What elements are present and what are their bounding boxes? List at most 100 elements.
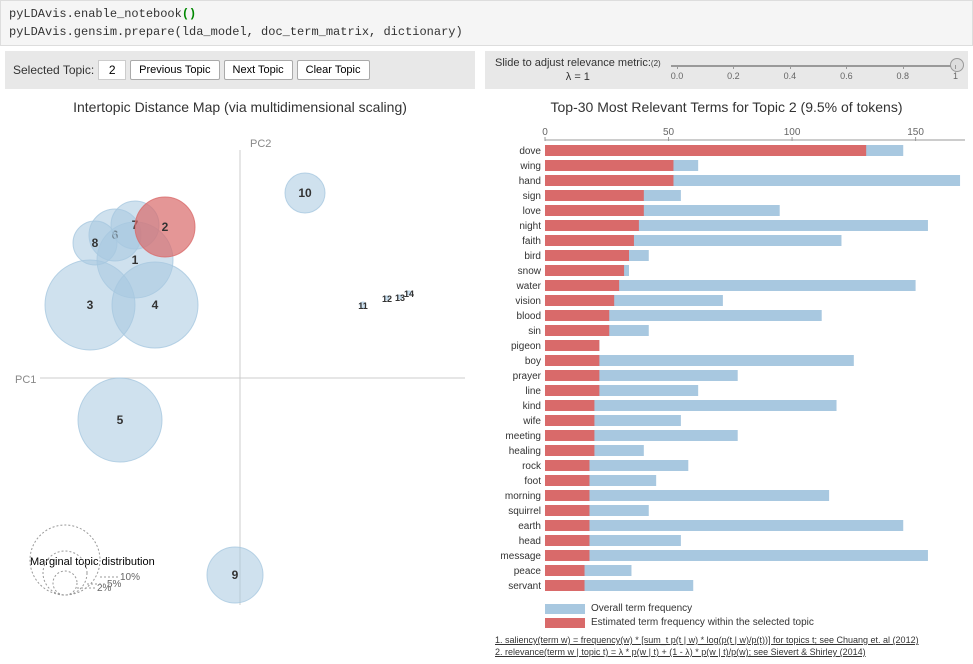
- footnote1: 1. saliency(term w) = frequency(w) * [su…: [495, 635, 968, 645]
- topic-controls: Selected Topic: Previous Topic Next Topi…: [5, 51, 475, 89]
- term-label[interactable]: hand: [519, 176, 541, 187]
- pc1-label: PC1: [15, 374, 36, 386]
- term-label[interactable]: head: [519, 536, 541, 547]
- xtick: 0: [542, 127, 548, 138]
- term-label[interactable]: peace: [514, 566, 542, 577]
- term-label[interactable]: blood: [517, 311, 541, 322]
- bar-topic[interactable]: [545, 370, 599, 381]
- selected-topic-label: Selected Topic:: [13, 63, 94, 77]
- bar-topic[interactable]: [545, 340, 599, 351]
- term-label[interactable]: message: [500, 551, 541, 562]
- bar-topic[interactable]: [545, 565, 585, 576]
- marginal-ring: [53, 571, 77, 595]
- slider-tick: 0.4: [784, 71, 797, 81]
- term-label[interactable]: meeting: [505, 431, 541, 442]
- bar-topic[interactable]: [545, 265, 624, 276]
- term-label[interactable]: dove: [519, 146, 541, 157]
- term-label[interactable]: servant: [508, 581, 541, 592]
- legend-swatch-topic: [545, 618, 585, 628]
- topic-bubble-label-14: 14: [404, 289, 414, 299]
- marginal-pct: 10%: [120, 572, 140, 583]
- slider-tick: 0.6: [840, 71, 853, 81]
- bar-topic[interactable]: [545, 505, 589, 516]
- bar-topic[interactable]: [545, 535, 589, 546]
- term-label[interactable]: boy: [525, 356, 541, 367]
- term-label[interactable]: night: [519, 221, 541, 232]
- term-label[interactable]: squirrel: [508, 506, 541, 517]
- topic-bubble-label-1: 1: [132, 253, 139, 267]
- xtick: 50: [663, 127, 675, 138]
- term-label[interactable]: snow: [518, 266, 542, 277]
- term-label[interactable]: kind: [523, 401, 541, 412]
- bar-topic[interactable]: [545, 430, 594, 441]
- next-topic-button[interactable]: Next Topic: [224, 60, 293, 80]
- bar-topic[interactable]: [545, 580, 585, 591]
- intertopic-map[interactable]: PC2 PC1 1346872591011121314 Marginal top…: [5, 125, 475, 615]
- relevance-slider[interactable]: 0.00.20.40.60.81: [671, 59, 958, 81]
- bar-topic[interactable]: [545, 355, 599, 366]
- topic-bubble-label-3: 3: [87, 298, 94, 312]
- bar-overall[interactable]: [545, 520, 903, 531]
- selected-topic-input[interactable]: [98, 60, 126, 80]
- bar-topic[interactable]: [545, 160, 673, 171]
- term-label[interactable]: sign: [523, 191, 541, 202]
- term-label[interactable]: prayer: [513, 371, 542, 382]
- bar-topic[interactable]: [545, 490, 589, 501]
- clear-topic-button[interactable]: Clear Topic: [297, 60, 370, 80]
- bar-topic[interactable]: [545, 475, 589, 486]
- slider-tick: 0.2: [727, 71, 740, 81]
- bar-topic[interactable]: [545, 460, 589, 471]
- term-label[interactable]: water: [516, 281, 542, 292]
- bar-topic[interactable]: [545, 220, 639, 231]
- topic-bubble-label-9: 9: [232, 568, 239, 582]
- bar-topic[interactable]: [545, 550, 589, 561]
- term-label[interactable]: pigeon: [511, 341, 541, 352]
- terms-title: Top-30 Most Relevant Terms for Topic 2 (…: [485, 89, 968, 125]
- slider-tick: 1: [953, 71, 958, 81]
- term-label[interactable]: rock: [522, 461, 542, 472]
- term-label[interactable]: wife: [522, 416, 541, 427]
- term-label[interactable]: love: [523, 206, 542, 217]
- term-label[interactable]: line: [525, 386, 541, 397]
- bar-topic[interactable]: [545, 295, 614, 306]
- terms-chart[interactable]: 0 50 100 150 dove wing hand sign love night faith…: [485, 125, 973, 600]
- bar-topic[interactable]: [545, 445, 594, 456]
- bar-topic[interactable]: [545, 415, 594, 426]
- term-label[interactable]: bird: [524, 251, 541, 262]
- term-label[interactable]: morning: [505, 491, 541, 502]
- bar-topic[interactable]: [545, 385, 599, 396]
- bar-topic[interactable]: [545, 310, 609, 321]
- term-label[interactable]: earth: [518, 521, 541, 532]
- topic-bubble-label-8: 8: [92, 236, 99, 250]
- xtick: 100: [784, 127, 801, 138]
- bar-topic[interactable]: [545, 205, 644, 216]
- term-label[interactable]: sin: [528, 326, 541, 337]
- code-line1-pre: pyLDAvis.enable_notebook: [9, 7, 182, 21]
- term-label[interactable]: wing: [519, 161, 541, 172]
- term-label[interactable]: foot: [524, 476, 541, 487]
- slider-tick: 0.8: [897, 71, 910, 81]
- slider-text1: Slide to adjust relevance metric:: [495, 57, 651, 69]
- slider-lambda: λ = 1: [495, 70, 661, 84]
- bar-topic[interactable]: [545, 325, 609, 336]
- code-cell: pyLDAvis.enable_notebook() pyLDAvis.gens…: [0, 0, 973, 46]
- bar-overall[interactable]: [545, 550, 928, 561]
- bar-topic[interactable]: [545, 175, 673, 186]
- bar-topic[interactable]: [545, 145, 866, 156]
- term-label[interactable]: healing: [509, 446, 541, 457]
- previous-topic-button[interactable]: Previous Topic: [130, 60, 219, 80]
- bar-topic[interactable]: [545, 235, 634, 246]
- bar-topic[interactable]: [545, 520, 589, 531]
- footnotes: 1. saliency(term w) = frequency(w) * [su…: [485, 631, 968, 657]
- bar-topic[interactable]: [545, 280, 619, 291]
- legend-topic: Estimated term frequency within the sele…: [591, 617, 814, 628]
- bar-topic[interactable]: [545, 250, 629, 261]
- term-label[interactable]: faith: [522, 236, 541, 247]
- topic-bubble-label-2: 2: [162, 220, 169, 234]
- bar-topic[interactable]: [545, 400, 594, 411]
- xtick: 150: [907, 127, 924, 138]
- legend-overall: Overall term frequency: [591, 603, 692, 614]
- bar-topic[interactable]: [545, 190, 644, 201]
- topic-bubble-label-4: 4: [152, 298, 159, 312]
- term-label[interactable]: vision: [515, 296, 541, 307]
